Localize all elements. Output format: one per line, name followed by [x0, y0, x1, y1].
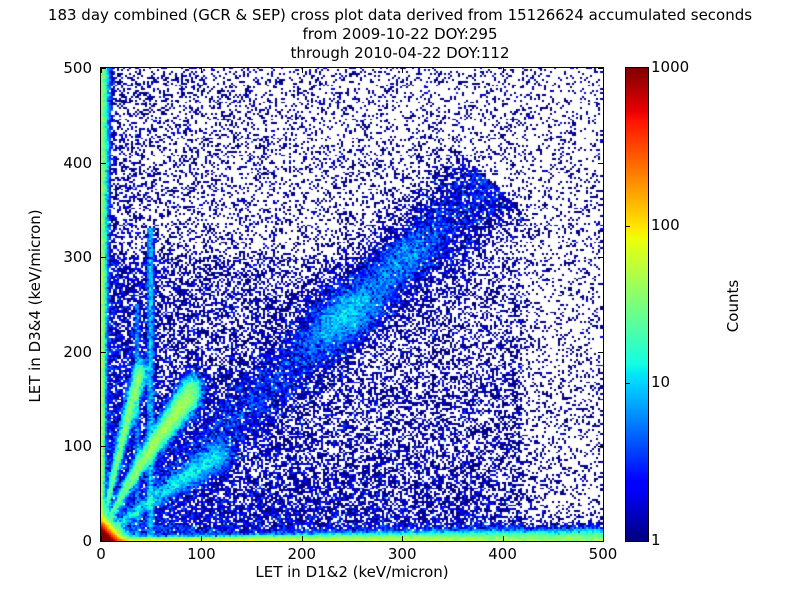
y-tick-mark [101, 257, 106, 259]
y-tick-mark-right [598, 446, 603, 448]
x-tick-label: 400 [488, 545, 517, 563]
y-tick-mark-right [598, 351, 603, 353]
y-tick-label: 400 [63, 153, 92, 172]
y-tick-mark [101, 351, 106, 353]
title-line-1: 183 day combined (GCR & SEP) cross plot … [47, 6, 753, 24]
y-tick-label: 300 [63, 248, 92, 267]
chart-title: 183 day combined (GCR & SEP) cross plot … [0, 6, 800, 63]
x-tick-mark [402, 536, 404, 541]
title-line-3: through 2010-04-22 DOY:112 [290, 44, 510, 62]
y-axis-label: LET in D3&4 (keV/micron) [26, 209, 44, 403]
y-tick-label: 100 [63, 437, 92, 456]
x-tick-mark-top [402, 68, 404, 73]
colorbar-tick-label: 10 [651, 373, 671, 392]
x-tick-mark [301, 536, 303, 541]
y-tick-mark-right [598, 68, 603, 69]
x-tick-label: 200 [287, 545, 317, 563]
x-tick-label: 100 [187, 545, 216, 563]
y-tick-label: 200 [63, 342, 92, 361]
colorbar-tick-mark [626, 225, 630, 227]
title-line-2: from 2009-10-22 DOY:295 [302, 25, 498, 43]
x-tick-mark [502, 536, 504, 541]
x-tick-label: 500 [588, 545, 618, 563]
y-tick-mark [101, 162, 106, 164]
y-tick-label: 500 [63, 59, 92, 77]
y-tick-mark [101, 68, 106, 69]
y-tick-label: 0 [82, 532, 92, 550]
x-tick-mark-top [301, 68, 303, 73]
y-tick-mark [101, 541, 106, 542]
x-axis-label: LET in D1&2 (keV/micron) [255, 563, 449, 581]
plot-area[interactable] [100, 67, 604, 542]
y-tick-mark-right [598, 257, 603, 259]
colorbar-tick-label: 1000 [651, 58, 690, 76]
colorbar-gradient [626, 68, 648, 541]
x-tick-mark [101, 536, 102, 541]
colorbar-tick-label: 1 [651, 531, 661, 549]
colorbar-tick-mark [626, 383, 630, 385]
x-tick-mark [201, 536, 203, 541]
colorbar-tick-label: 100 [651, 215, 680, 234]
y-tick-mark [101, 446, 106, 448]
x-tick-mark-top [502, 68, 504, 73]
x-tick-mark-top [101, 68, 102, 73]
y-tick-mark-right [598, 162, 603, 164]
y-tick-mark-right [598, 541, 603, 542]
x-tick-mark-top [201, 68, 203, 73]
colorbar-label: Counts [724, 279, 742, 333]
colorbar[interactable] [625, 67, 649, 542]
x-tick-label: 0 [96, 545, 106, 563]
scatter-density-canvas [101, 68, 603, 541]
x-tick-label: 300 [387, 545, 417, 563]
x-tick-mark-top [603, 68, 604, 73]
x-tick-mark [603, 536, 604, 541]
